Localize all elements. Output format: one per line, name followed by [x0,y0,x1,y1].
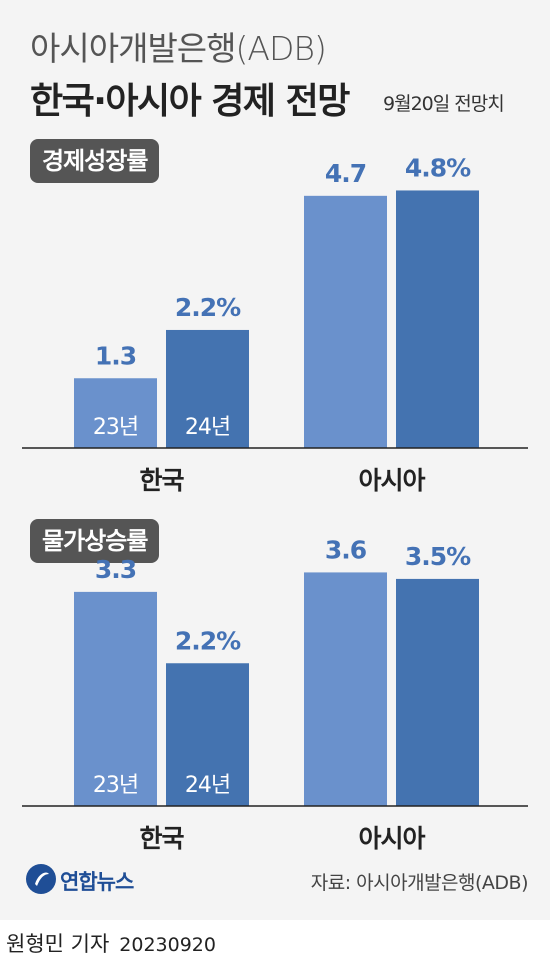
value-label: 4.8% [405,153,471,182]
logo-text: 연합뉴스 [60,866,133,896]
value-label: 2.2% [175,626,241,655]
bar-아시아-24년 [396,579,479,806]
value-label: 3.5% [405,542,471,571]
value-label: 2.2% [175,293,241,322]
category-label: 한국 [139,466,184,495]
series-label: 24년 [185,773,230,798]
value-label: 1.3 [95,341,136,370]
category-label: 아시아 [358,466,425,495]
forecast-date: 9월20일 전망치 [383,89,504,116]
value-label: 3.6 [325,535,367,564]
source-note: 자료: 아시아개발은행(ADB) [311,868,528,895]
bar-아시아-23년 [304,196,387,448]
value-label: 3.3 [95,555,136,584]
series-label: 24년 [185,415,230,440]
header-subtitle: 아시아개발은행(ADB) [30,22,326,70]
category-label: 한국 [139,824,184,853]
reporter-name: 원형민 기자 [6,932,109,956]
bar-아시아-24년 [396,190,479,448]
value-label: 4.7 [325,159,366,188]
category-label: 아시아 [358,824,425,853]
bar-아시아-23년 [304,572,387,806]
yonhap-logo-icon [24,862,58,896]
header-title: 한국·아시아 경제 전망 [30,72,349,124]
credit-date: 20230920 [119,934,216,956]
series-label: 23년 [93,773,138,798]
series-label: 23년 [93,415,138,440]
credit-line: 원형민 기자 20230920 [6,928,216,958]
